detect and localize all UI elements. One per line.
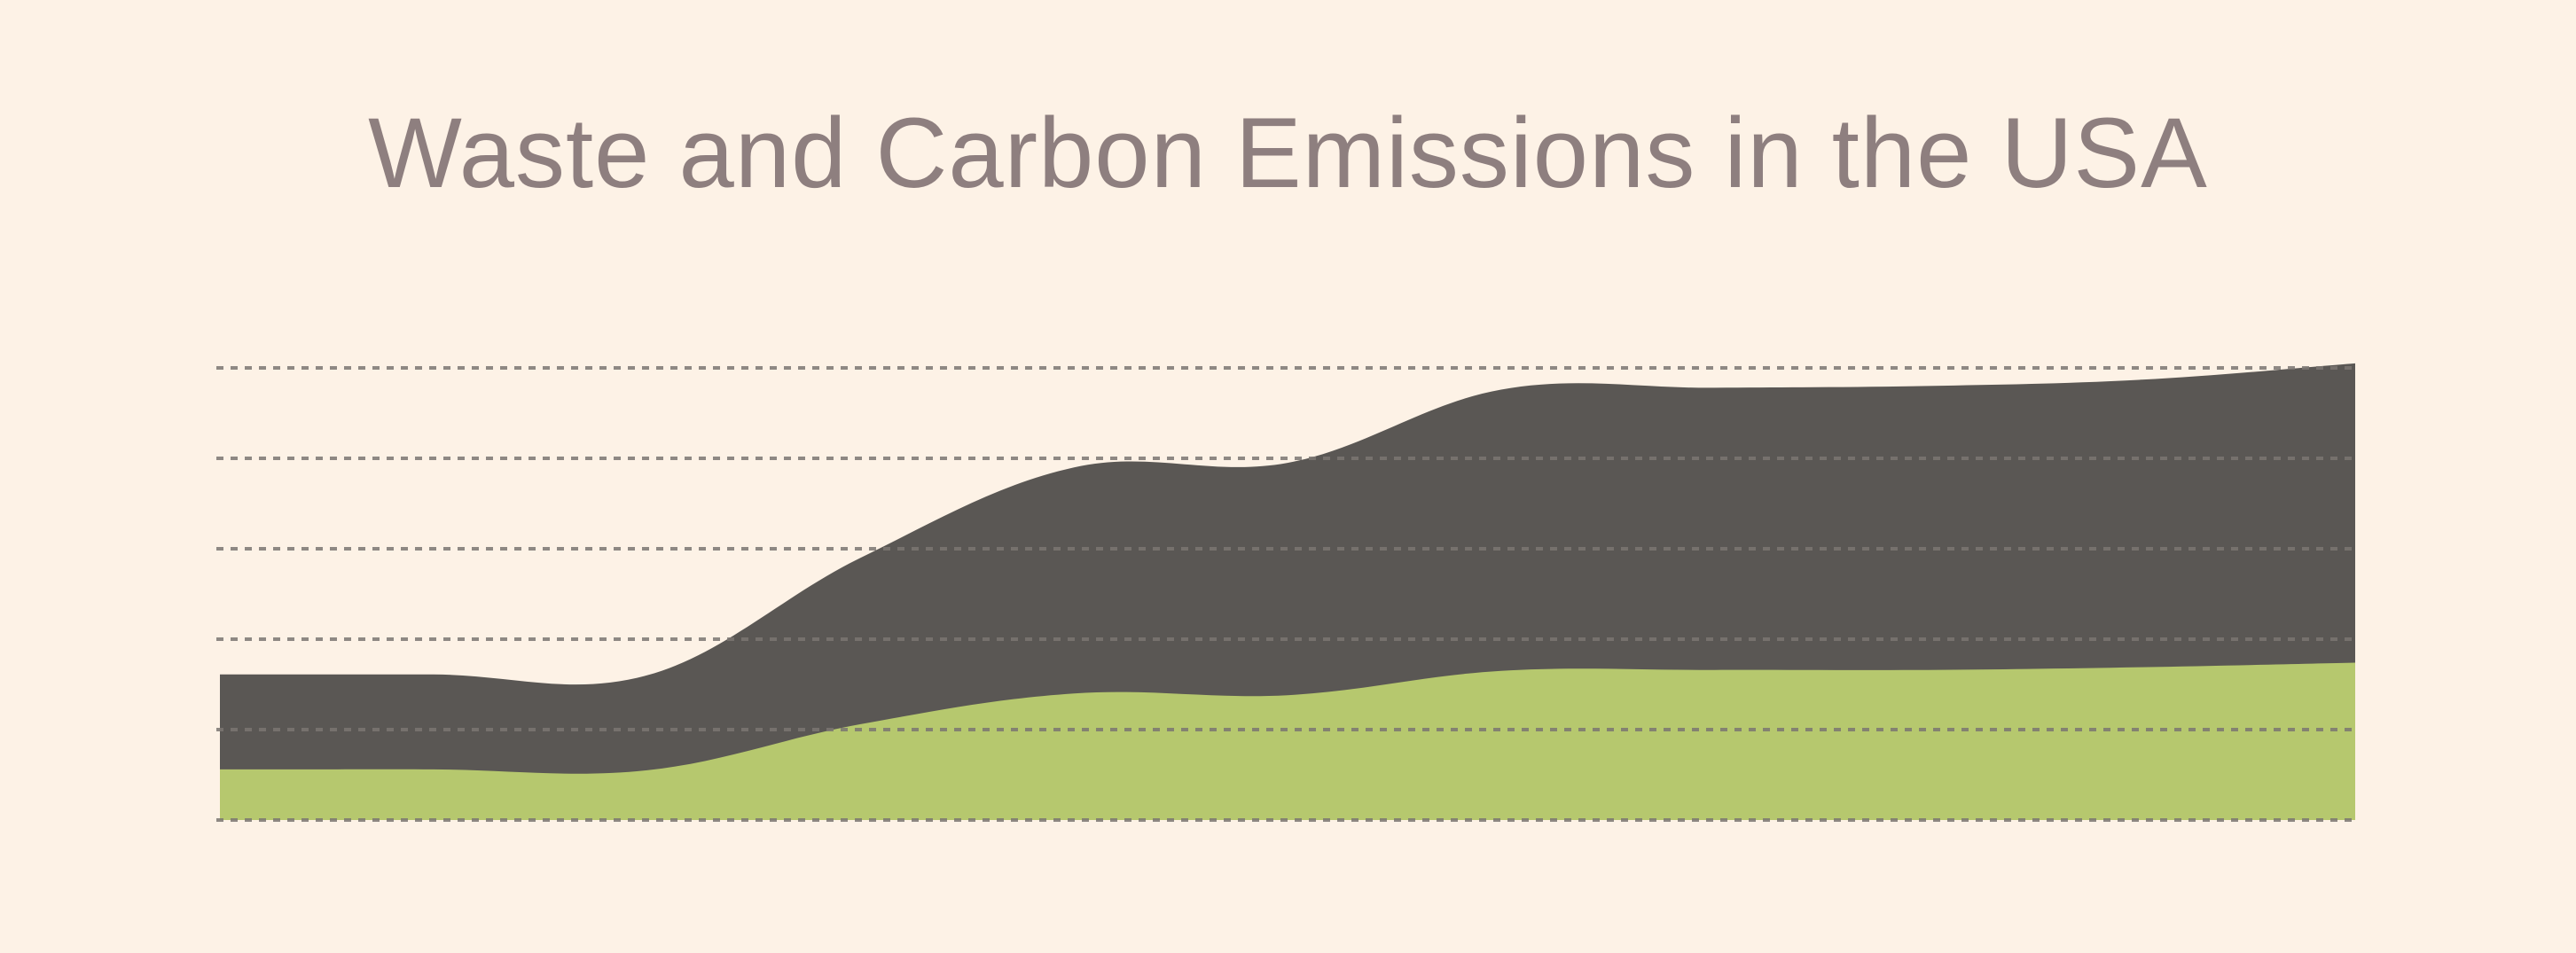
gridlines xyxy=(216,366,2355,822)
chart-title: Waste and Carbon Emissions in the USA xyxy=(368,98,2208,208)
waste-area xyxy=(220,662,2355,820)
area-layer xyxy=(220,363,2355,820)
